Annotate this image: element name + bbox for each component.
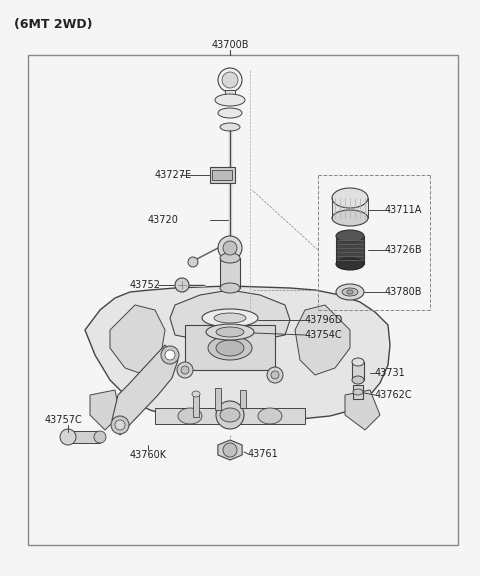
Ellipse shape (223, 241, 237, 255)
Bar (218, 100, 242, 114)
Ellipse shape (220, 408, 240, 422)
Ellipse shape (161, 346, 179, 364)
Bar (212, 170, 232, 180)
Ellipse shape (220, 123, 240, 131)
Bar (225, 90, 235, 98)
Text: 43700B: 43700B (211, 40, 249, 50)
Ellipse shape (352, 376, 364, 384)
Bar (210, 167, 235, 183)
Polygon shape (170, 290, 290, 342)
Ellipse shape (267, 367, 283, 383)
Ellipse shape (347, 290, 353, 294)
Polygon shape (345, 390, 380, 430)
Polygon shape (218, 440, 242, 460)
Text: 43780B: 43780B (385, 287, 422, 297)
Ellipse shape (352, 358, 364, 366)
Bar (352, 362, 364, 380)
Text: 43711A: 43711A (385, 205, 422, 215)
Ellipse shape (165, 350, 175, 360)
Ellipse shape (332, 210, 368, 226)
Ellipse shape (111, 416, 129, 434)
Ellipse shape (342, 288, 358, 296)
Ellipse shape (220, 253, 240, 263)
Ellipse shape (175, 278, 189, 292)
Text: 43727E: 43727E (155, 170, 192, 180)
Ellipse shape (202, 309, 258, 327)
Ellipse shape (208, 336, 252, 360)
Polygon shape (85, 286, 390, 422)
Text: 43726B: 43726B (385, 245, 422, 255)
Polygon shape (110, 305, 165, 375)
Ellipse shape (94, 431, 106, 443)
Polygon shape (90, 390, 120, 430)
Ellipse shape (188, 257, 198, 267)
Polygon shape (112, 345, 178, 435)
Ellipse shape (220, 283, 240, 293)
Text: 43752: 43752 (130, 280, 161, 290)
Ellipse shape (332, 188, 368, 208)
Ellipse shape (181, 366, 189, 374)
Ellipse shape (216, 401, 244, 429)
Ellipse shape (216, 327, 244, 337)
Ellipse shape (353, 389, 363, 395)
Bar (68, 431, 100, 443)
Ellipse shape (177, 362, 193, 378)
Ellipse shape (60, 429, 76, 445)
Ellipse shape (258, 408, 282, 424)
Text: (6MT 2WD): (6MT 2WD) (14, 18, 93, 31)
Ellipse shape (214, 313, 246, 323)
Bar (28, 55, 458, 545)
Bar (240, 390, 246, 408)
Text: 43761: 43761 (248, 449, 279, 459)
Ellipse shape (336, 230, 364, 242)
Ellipse shape (215, 94, 245, 106)
Bar (332, 198, 368, 218)
Ellipse shape (216, 340, 244, 356)
Text: 43762C: 43762C (375, 390, 413, 400)
Ellipse shape (271, 371, 279, 379)
Ellipse shape (206, 324, 254, 340)
Ellipse shape (218, 236, 242, 260)
Ellipse shape (336, 258, 364, 270)
Ellipse shape (178, 408, 202, 424)
Ellipse shape (192, 391, 200, 397)
Ellipse shape (115, 420, 125, 430)
Ellipse shape (336, 284, 364, 300)
Bar (155, 408, 305, 424)
Ellipse shape (222, 72, 238, 88)
Bar (193, 395, 199, 417)
Bar (353, 385, 363, 399)
Text: 43757C: 43757C (45, 415, 83, 425)
Ellipse shape (223, 443, 237, 457)
Text: 43731: 43731 (375, 368, 406, 378)
Bar (215, 388, 221, 410)
Text: 43720: 43720 (148, 215, 179, 225)
Text: 43760K: 43760K (130, 450, 167, 460)
Polygon shape (295, 305, 350, 375)
Ellipse shape (218, 108, 242, 118)
Text: 43796D: 43796D (305, 315, 343, 325)
Bar (336, 236, 364, 264)
Ellipse shape (218, 68, 242, 92)
Bar (185, 325, 275, 370)
Text: 43754C: 43754C (305, 330, 343, 340)
Bar (220, 258, 240, 288)
